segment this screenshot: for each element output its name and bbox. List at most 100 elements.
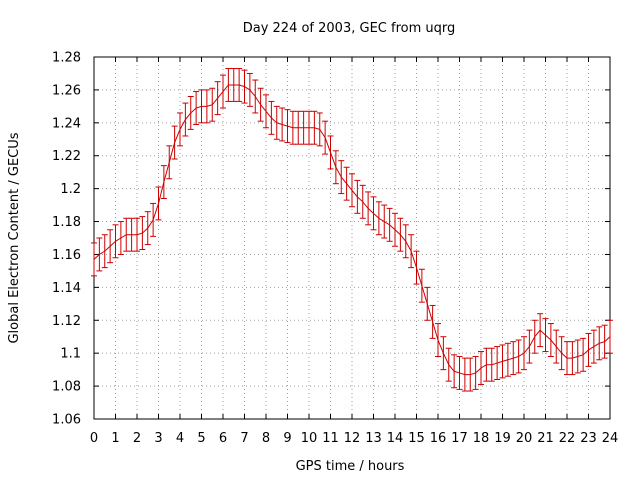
error-bar — [257, 87, 264, 122]
error-bar — [585, 332, 592, 367]
error-bar — [451, 354, 458, 389]
error-bar — [327, 135, 334, 170]
error-bar — [392, 212, 398, 247]
error-bar — [408, 234, 415, 269]
error-bar — [128, 217, 135, 252]
error-bar — [375, 201, 382, 236]
x-tick-label: 1 — [111, 431, 119, 446]
error-bar — [284, 109, 291, 144]
error-bar — [494, 346, 501, 381]
error-bar — [402, 224, 409, 259]
error-bar — [456, 355, 463, 390]
error-bar — [343, 166, 350, 201]
series-gec — [91, 68, 613, 392]
error-bar — [177, 112, 183, 147]
error-bar — [160, 165, 167, 200]
x-tick-label: 6 — [219, 431, 227, 446]
error-bar — [515, 339, 522, 374]
x-tick-label: 13 — [365, 431, 382, 446]
error-bar — [580, 337, 587, 372]
error-bar — [435, 323, 441, 357]
error-bar — [397, 217, 404, 252]
x-axis-tick-labels: 0 1 2 3 4 5 6 7 8 9 10 11 12 13 14 15 16 17 18 19 20 21 22 23 24 — [90, 431, 618, 446]
error-bar — [467, 357, 474, 392]
error-bar — [187, 95, 194, 130]
error-bar — [101, 234, 108, 269]
error-bar — [306, 110, 312, 145]
error-bar — [214, 81, 221, 116]
error-bar — [488, 347, 495, 382]
error-bar — [445, 347, 452, 382]
error-bar — [203, 89, 210, 124]
y-tick-label: 1.24 — [52, 116, 81, 131]
error-bar — [117, 221, 124, 255]
x-tick-label: 15 — [408, 431, 425, 446]
error-bar — [359, 184, 366, 219]
error-bar — [182, 102, 189, 137]
y-tick-label: 1.28 — [52, 51, 81, 66]
x-tick-label: 2 — [133, 431, 141, 446]
error-bar — [166, 145, 173, 180]
error-bar — [547, 323, 554, 357]
grid — [94, 57, 610, 419]
y-tick-label: 1.06 — [52, 413, 81, 428]
x-tick-label: 0 — [90, 431, 98, 446]
error-bar — [354, 179, 361, 214]
y-tick-label: 1.22 — [52, 149, 81, 164]
chart-title: Day 224 of 2003, GEC from uqrg — [243, 21, 456, 36]
axis-ticks — [93, 56, 611, 420]
error-bar — [574, 339, 581, 374]
x-tick-label: 20 — [516, 431, 533, 446]
error-bar — [311, 110, 318, 145]
x-tick-label: 9 — [283, 431, 291, 446]
error-bar — [289, 110, 296, 145]
error-bar — [268, 100, 275, 135]
error-bar — [601, 324, 608, 359]
x-tick-label: 12 — [344, 431, 361, 446]
error-bar — [461, 357, 468, 392]
error-bar — [236, 68, 243, 102]
x-tick-label: 14 — [387, 431, 404, 446]
y-tick-label: 1.14 — [52, 281, 81, 296]
error-bar — [193, 91, 200, 125]
error-bar — [478, 351, 484, 385]
error-bar — [241, 69, 248, 104]
error-bar — [531, 319, 538, 354]
error-bar — [569, 341, 576, 376]
error-bar — [553, 329, 560, 364]
error-bar — [413, 250, 420, 285]
error-bar — [521, 336, 527, 371]
error-bar — [483, 347, 490, 382]
y-axis-title: Global Electron Content / GECUs — [7, 132, 22, 343]
error-bar — [112, 224, 119, 259]
error-bar — [96, 237, 103, 272]
error-bar — [263, 94, 269, 129]
x-tick-label: 23 — [580, 431, 597, 446]
x-tick-label: 4 — [176, 431, 184, 446]
x-tick-label: 22 — [559, 431, 576, 446]
error-bar — [198, 89, 205, 124]
y-tick-label: 1.12 — [52, 314, 81, 329]
y-tick-label: 1.18 — [52, 215, 81, 230]
error-bar — [295, 110, 302, 145]
x-tick-label: 18 — [473, 431, 490, 446]
error-bar — [171, 125, 178, 160]
x-tick-label: 8 — [262, 431, 270, 446]
x-tick-label: 5 — [197, 431, 205, 446]
error-bar — [370, 196, 377, 231]
error-bar — [537, 313, 544, 348]
error-bar — [338, 160, 345, 195]
error-bar — [279, 107, 286, 142]
x-tick-label: 16 — [430, 431, 447, 446]
y-tick-label: 1.1 — [60, 347, 81, 362]
error-bar — [91, 242, 97, 277]
x-tick-label: 21 — [537, 431, 554, 446]
error-bar — [564, 341, 570, 376]
x-tick-label: 3 — [154, 431, 162, 446]
error-bar — [504, 342, 511, 377]
error-bar — [322, 120, 329, 155]
error-bar — [273, 105, 280, 140]
error-bar — [365, 191, 372, 226]
error-bar — [316, 112, 323, 147]
x-tick-label: 17 — [451, 431, 468, 446]
